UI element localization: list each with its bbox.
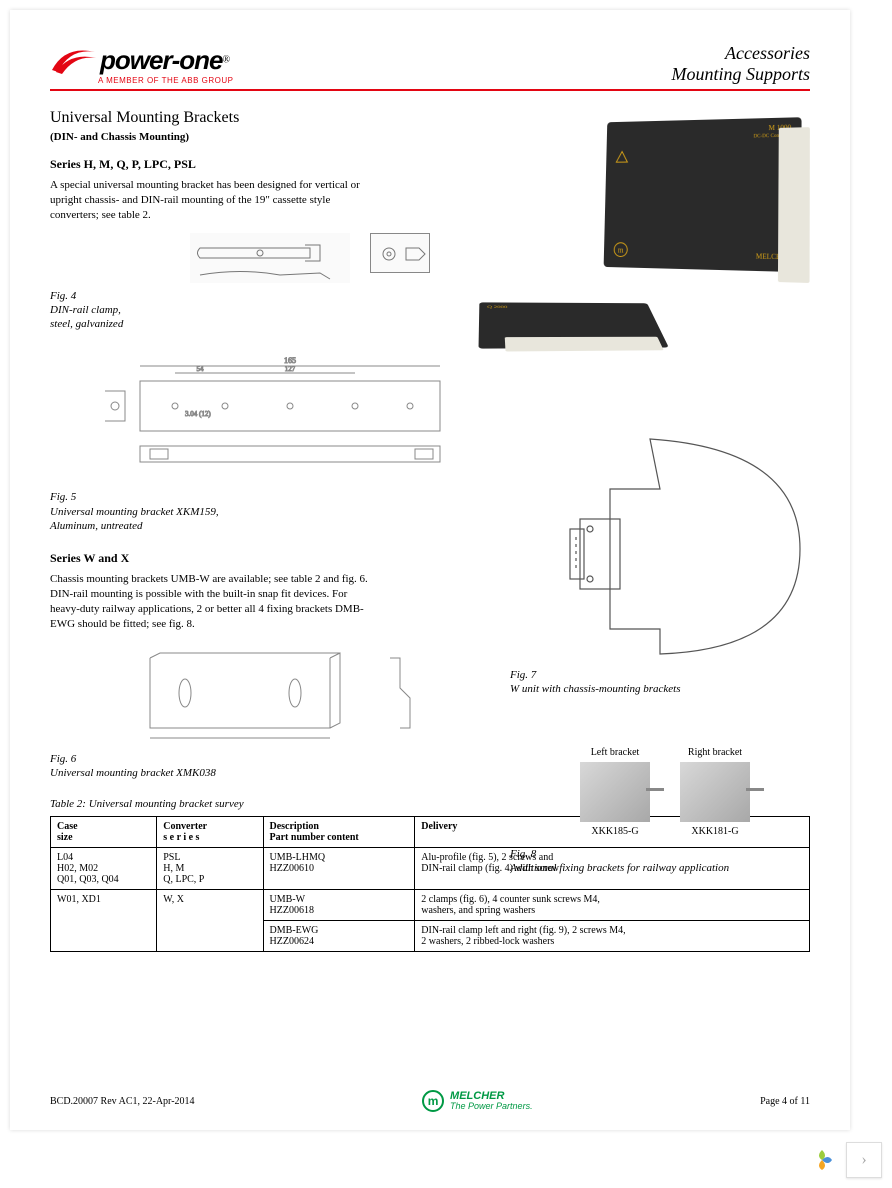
device-large: M 1000 DC-DC Converter MELCHER m bbox=[604, 117, 802, 272]
svg-text:165: 165 bbox=[284, 356, 296, 365]
fig8-caption: Fig. 8 Additional fixing brackets for ra… bbox=[510, 847, 820, 876]
viewport: power-one® A MEMBER OF THE ABB GROUP Acc… bbox=[0, 0, 892, 1188]
brand-tagline: A MEMBER OF THE ABB GROUP bbox=[98, 76, 234, 85]
product-photo: M 1000 DC-DC Converter MELCHER m Q 2000 bbox=[460, 109, 820, 399]
left-bracket: Left bracket XKK185-G bbox=[580, 747, 650, 837]
registered-mark: ® bbox=[222, 54, 230, 65]
fig7-drawing bbox=[510, 429, 810, 659]
fig5-caption: Fig. 5 Universal mounting bracket XKM159… bbox=[50, 490, 470, 533]
brand-name: power-one® bbox=[100, 45, 230, 76]
cell-deliv: DIN-rail clamp left and right (fig. 9), … bbox=[415, 921, 810, 952]
chevron-right-icon: › bbox=[861, 1151, 866, 1169]
header-line1: Accessories bbox=[671, 43, 810, 64]
fig7-text: W unit with chassis-mounting brackets bbox=[510, 682, 820, 696]
bracket-pair: Left bracket XKK185-G Right bracket XKK1… bbox=[510, 747, 820, 837]
viewer-logo-icon[interactable] bbox=[804, 1142, 840, 1178]
fig8-text: Additional fixing brackets for railway a… bbox=[510, 861, 820, 875]
cell-desc: UMB-W HZZ00618 bbox=[263, 890, 415, 921]
cell-conv: W, X bbox=[157, 890, 263, 952]
terminal-block-small bbox=[505, 337, 664, 352]
cell-desc: DMB-EWG HZZ00624 bbox=[263, 921, 415, 952]
brand-logo: power-one® A MEMBER OF THE ABB GROUP bbox=[50, 40, 234, 85]
brand-text: power-one bbox=[100, 45, 222, 75]
fig7-label: Fig. 7 bbox=[510, 668, 820, 682]
melcher-circle-icon: m bbox=[613, 242, 628, 258]
viewer-nav: › bbox=[804, 1142, 882, 1178]
svg-text:127: 127 bbox=[285, 365, 296, 373]
section-subtitle: (DIN- and Chassis Mounting) bbox=[50, 131, 470, 143]
cell-case: L04 H02, M02 Q01, Q03, Q04 bbox=[51, 848, 157, 890]
melcher-tag: The Power Partners. bbox=[450, 1102, 533, 1112]
melcher-text: MELCHER The Power Partners. bbox=[450, 1090, 533, 1112]
logo-top: power-one® bbox=[50, 40, 234, 80]
series-heading-2: Series W and X bbox=[50, 551, 470, 566]
svg-text:m: m bbox=[618, 245, 624, 254]
page-footer: BCD.20007 Rev AC1, 22-Apr-2014 m MELCHER… bbox=[50, 1090, 810, 1112]
fig4-label: Fig. 4 bbox=[50, 289, 470, 303]
cell-conv: PSL H, M Q, LPC, P bbox=[157, 848, 263, 890]
warning-icon bbox=[615, 150, 628, 164]
fig4-caption: Fig. 4 DIN-rail clamp, steel, galvanized bbox=[50, 289, 470, 332]
fig4-drawing-detail bbox=[370, 233, 430, 273]
fig6-text: Universal mounting bracket XMK038 bbox=[50, 766, 470, 780]
terminal-block-large bbox=[778, 127, 810, 283]
fig4-drawing-main bbox=[190, 233, 350, 283]
intro-para-2: Chassis mounting brackets UMB-W are avai… bbox=[50, 572, 370, 631]
melcher-m-icon: m bbox=[422, 1090, 444, 1112]
content: M 1000 DC-DC Converter MELCHER m Q 2000 … bbox=[50, 109, 810, 952]
right-bracket: Right bracket XKK181-G bbox=[680, 747, 750, 837]
page-header: power-one® A MEMBER OF THE ABB GROUP Acc… bbox=[50, 40, 810, 85]
fig4-drawings bbox=[190, 233, 470, 283]
fig8-label: Fig. 8 bbox=[510, 847, 820, 861]
fig8-block: Left bracket XKK185-G Right bracket XKK1… bbox=[510, 739, 820, 876]
intro-para-1: A special universal mounting bracket has… bbox=[50, 178, 370, 223]
next-page-button[interactable]: › bbox=[846, 1142, 882, 1178]
fig7-caption: Fig. 7 W unit with chassis-mounting brac… bbox=[510, 668, 820, 697]
fig5-drawing: 165 54 127 3.04 (12) bbox=[90, 351, 470, 481]
fig5-label: Fig. 5 bbox=[50, 490, 470, 504]
header-line2: Mounting Supports bbox=[671, 64, 810, 85]
fig4-text: DIN-rail clamp, steel, galvanized bbox=[50, 303, 470, 332]
right-bracket-shape bbox=[680, 762, 750, 822]
footer-right: Page 4 of 11 bbox=[760, 1096, 810, 1107]
series-heading-1: Series H, M, Q, P, LPC, PSL bbox=[50, 157, 470, 172]
header-titles: Accessories Mounting Supports bbox=[671, 43, 810, 85]
cell-desc: UMB-LHMQ HZZ00610 bbox=[263, 848, 415, 890]
right-bracket-part: XKK181-G bbox=[680, 826, 750, 837]
melcher-logo: m MELCHER The Power Partners. bbox=[422, 1090, 533, 1112]
fig6-label: Fig. 6 bbox=[50, 752, 470, 766]
table-row: W01, XD1 W, X UMB-W HZZ00618 2 clamps (f… bbox=[51, 890, 810, 921]
section-title: Universal Mounting Brackets bbox=[50, 109, 470, 127]
th-desc: Description Part number content bbox=[263, 817, 415, 848]
right-bracket-label: Right bracket bbox=[680, 747, 750, 758]
fig5-text: Universal mounting bracket XKM159, Alumi… bbox=[50, 505, 470, 534]
left-column: Universal Mounting Brackets (DIN- and Ch… bbox=[50, 109, 470, 780]
fig5-drawing-wrap: 165 54 127 3.04 (12) bbox=[90, 351, 470, 484]
footer-left: BCD.20007 Rev AC1, 22-Apr-2014 bbox=[50, 1096, 195, 1107]
th-converter: Converter s e r i e s bbox=[157, 817, 263, 848]
fig6-drawing bbox=[130, 648, 430, 743]
fig6-caption: Fig. 6 Universal mounting bracket XMK038 bbox=[50, 752, 470, 781]
left-bracket-label: Left bracket bbox=[580, 747, 650, 758]
fig6-drawing-wrap bbox=[130, 648, 470, 746]
cell-case: W01, XD1 bbox=[51, 890, 157, 952]
device-small: Q 2000 bbox=[479, 302, 669, 348]
header-rule bbox=[50, 89, 810, 91]
swoosh-icon bbox=[50, 40, 100, 80]
left-bracket-shape bbox=[580, 762, 650, 822]
left-bracket-part: XKK185-G bbox=[580, 826, 650, 837]
svg-text:3.04 (12): 3.04 (12) bbox=[185, 410, 211, 418]
model-small-label: Q 2000 bbox=[487, 305, 507, 309]
svg-text:54: 54 bbox=[197, 365, 205, 373]
fig7-block: Fig. 7 W unit with chassis-mounting brac… bbox=[510, 429, 820, 697]
cell-deliv: 2 clamps (fig. 6), 4 counter sunk screws… bbox=[415, 890, 810, 921]
page: power-one® A MEMBER OF THE ABB GROUP Acc… bbox=[10, 10, 850, 1130]
th-case: Case size bbox=[51, 817, 157, 848]
